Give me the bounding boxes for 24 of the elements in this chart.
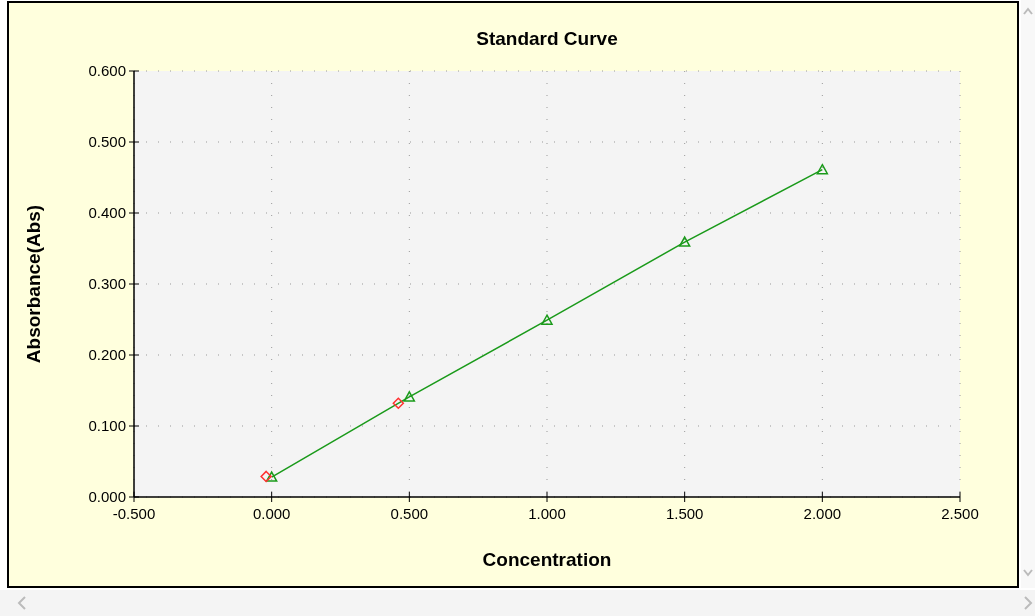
chart-title: Standard Curve	[476, 28, 618, 49]
point	[678, 236, 691, 247]
y-tick-label: 0.200	[88, 346, 126, 363]
point	[403, 391, 416, 402]
x-tick-label: 1.000	[528, 505, 566, 522]
x-tick-label: 0.500	[390, 505, 429, 522]
y-axis-title: Absorbance(Abs)	[23, 204, 44, 364]
y-tick-label: 0.600	[88, 62, 126, 79]
y-tick-label: 0.100	[88, 417, 126, 434]
x-tick-label: 1.500	[665, 505, 704, 522]
y-tick-label: 0.400	[88, 204, 126, 221]
y-tick-label: 0.500	[88, 133, 126, 150]
x-tick-label: 2.500	[941, 505, 979, 522]
point	[541, 314, 553, 325]
point	[816, 163, 829, 175]
point	[260, 470, 272, 483]
x-tick-label: 0.000	[252, 505, 291, 522]
point	[392, 397, 405, 410]
point	[265, 471, 278, 482]
y-tick-label: 0.300	[88, 275, 126, 292]
x-tick-label: -0.500	[112, 505, 156, 522]
x-axis-title: Concentration	[482, 549, 612, 570]
y-tick-label: 0.000	[88, 488, 126, 505]
x-tick-label: 2.000	[803, 505, 842, 522]
